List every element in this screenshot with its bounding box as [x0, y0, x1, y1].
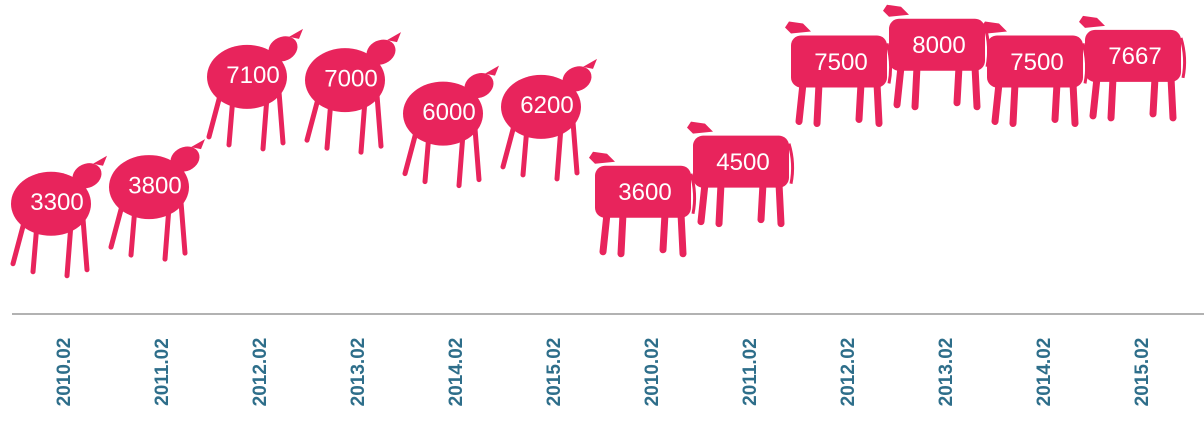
cow-head [687, 122, 713, 134]
x-tick-label: 2014.02 [1034, 338, 1055, 407]
sheep-ear [583, 59, 597, 69]
x-tick-label: 2012.02 [250, 338, 271, 407]
value-label: 6200 [520, 92, 573, 119]
value-label: 7100 [226, 62, 279, 89]
cow-tail [789, 144, 793, 184]
cow-head [785, 21, 811, 33]
cow-legs [1093, 78, 1173, 118]
cow-tail [1181, 38, 1185, 78]
cow-head [1079, 16, 1105, 28]
value-label: 3800 [128, 172, 181, 199]
value-label: 7000 [324, 66, 377, 93]
x-tick-label: 2010.02 [54, 338, 75, 407]
x-tick-label: 2012.02 [838, 338, 859, 407]
value-label: 8000 [912, 32, 965, 59]
cow-legs [799, 83, 879, 123]
x-tick-label: 2015.02 [544, 338, 565, 407]
value-label: 7500 [814, 49, 867, 76]
x-tick-label: 2011.02 [152, 338, 173, 406]
value-label: 7667 [1108, 43, 1161, 70]
cow-legs [897, 67, 977, 107]
cow-head [589, 152, 615, 164]
chart: 3300 2010.02 3800 2011.02 7100 2012.02 7000 201… [0, 0, 1204, 432]
x-tick-label: 2010.02 [642, 338, 663, 407]
cow-head [883, 5, 909, 17]
x-tick-label: 2011.02 [740, 338, 761, 406]
x-tick-label: 2014.02 [446, 338, 467, 407]
x-tick-label: 2015.02 [1132, 338, 1153, 407]
sheep-ear [387, 32, 401, 42]
cow-legs [701, 184, 781, 224]
value-label: 3600 [618, 179, 671, 206]
sheep-ear [485, 66, 499, 76]
value-label: 3300 [30, 189, 83, 216]
sheep-ear [289, 29, 303, 39]
value-label: 6000 [422, 99, 475, 126]
cow-legs [603, 214, 683, 254]
x-tick-label: 2013.02 [936, 338, 957, 407]
x-tick-label: 2013.02 [348, 338, 369, 407]
value-label: 4500 [716, 149, 769, 176]
value-label: 7500 [1010, 49, 1063, 76]
sheep-ear [93, 156, 107, 166]
cow-legs [995, 83, 1075, 123]
sheep-ear [191, 139, 205, 149]
